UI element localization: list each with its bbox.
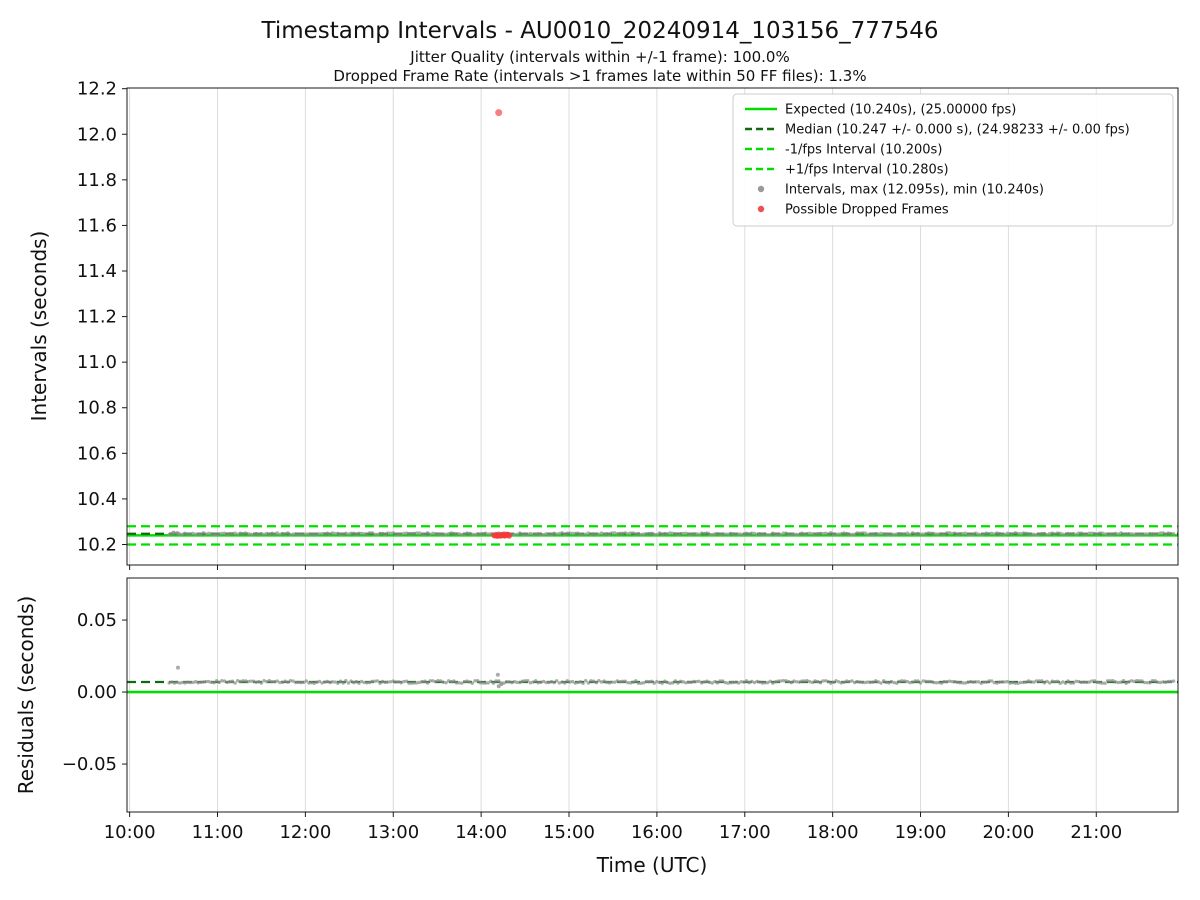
legend-label: +1/fps Interval (10.280s) bbox=[785, 163, 949, 178]
y-tick-label: 10.2 bbox=[77, 534, 117, 555]
residuals-subplot: −0.05 0.00 0.05 10:00 11:00 12:00 13:00 14:00 15… bbox=[62, 577, 1179, 843]
legend-entry: Possible Dropped Frames bbox=[757, 203, 949, 218]
y-tick-label: 11.0 bbox=[77, 352, 117, 373]
interval-points bbox=[167, 530, 1176, 537]
x-tick-label: 11:00 bbox=[192, 822, 244, 843]
legend-label: -1/fps Interval (10.200s) bbox=[785, 143, 942, 158]
legend-entry: Median (10.247 +/- 0.000 s), (24.98233 +… bbox=[745, 123, 1130, 138]
x-axis-label: Time (UTC) bbox=[596, 853, 708, 877]
legend-label: Median (10.247 +/- 0.000 s), (24.98233 +… bbox=[785, 123, 1130, 138]
chart-subtitle-jitter: Jitter Quality (intervals within +/-1 fr… bbox=[409, 48, 789, 66]
y-axis-label-residuals: Residuals (seconds) bbox=[14, 596, 38, 795]
y-tick-label: 11.2 bbox=[77, 307, 117, 328]
y-tick-label: 10.4 bbox=[77, 489, 117, 510]
y-axis-label-intervals: Intervals (seconds) bbox=[27, 231, 51, 422]
interval-points bbox=[167, 665, 1176, 689]
x-tick-label: 16:00 bbox=[631, 822, 683, 843]
dropped-frame-points bbox=[491, 109, 513, 539]
y-tick-label: 11.6 bbox=[77, 215, 117, 236]
x-ticks bbox=[129, 565, 1097, 570]
x-tick-label: 10:00 bbox=[104, 822, 156, 843]
y-tick-label: 12.2 bbox=[77, 79, 117, 100]
legend-box bbox=[732, 93, 1174, 227]
x-tick-label: 13:00 bbox=[367, 822, 419, 843]
x-tick-label: 18:00 bbox=[807, 822, 859, 843]
legend-entry: Intervals, max (12.095s), min (10.240s) bbox=[757, 183, 1044, 198]
x-tick-label: 21:00 bbox=[1070, 822, 1122, 843]
legend-entry: Expected (10.240s), (25.00000 fps) bbox=[745, 103, 1016, 118]
x-tick-label: 20:00 bbox=[982, 822, 1034, 843]
x-ticks bbox=[129, 812, 1097, 817]
x-tick-label: 15:00 bbox=[543, 822, 595, 843]
y-tick-label: 11.4 bbox=[77, 261, 117, 282]
chart-subtitle-dropped: Dropped Frame Rate (intervals >1 frames … bbox=[333, 67, 866, 85]
legend-label: Intervals, max (12.095s), min (10.240s) bbox=[785, 183, 1044, 198]
legend-entry: -1/fps Interval (10.200s) bbox=[745, 143, 942, 158]
chart-title: Timestamp Intervals - AU0010_20240914_10… bbox=[261, 18, 939, 44]
y-tick-label: −0.05 bbox=[62, 754, 117, 775]
y-tick-label: 0.05 bbox=[77, 610, 117, 631]
gridlines bbox=[129, 578, 1097, 812]
y-tick-label: 12.0 bbox=[77, 124, 117, 145]
y-ticks: −0.05 0.00 0.05 bbox=[62, 610, 127, 775]
axes-border bbox=[126, 577, 1179, 813]
y-tick-label: 10.8 bbox=[77, 398, 117, 419]
axes-border bbox=[126, 87, 1179, 566]
y-tick-label: 11.8 bbox=[77, 170, 117, 191]
x-tick-label: 14:00 bbox=[455, 822, 507, 843]
y-ticks: 10.2 10.4 10.6 10.8 11.0 11.2 11.4 11.6 11.8 12.0… bbox=[77, 79, 127, 555]
legend-label: Expected (10.240s), (25.00000 fps) bbox=[785, 103, 1016, 118]
legend-dot-sample bbox=[757, 205, 765, 213]
x-tick-label: 17:00 bbox=[719, 822, 771, 843]
x-tick-label: 12:00 bbox=[279, 822, 331, 843]
legend-dot-sample bbox=[757, 185, 765, 193]
y-tick-label: 10.6 bbox=[77, 443, 117, 464]
x-tick-label: 19:00 bbox=[895, 822, 947, 843]
y-tick-label: 0.00 bbox=[77, 682, 117, 703]
legend: Expected (10.240s), (25.00000 fps) Median… bbox=[732, 93, 1174, 227]
legend-entry: +1/fps Interval (10.280s) bbox=[745, 163, 949, 178]
x-tick-labels: 10:00 11:00 12:00 13:00 14:00 15:00 16:00 17:00… bbox=[104, 822, 1123, 843]
legend-label: Possible Dropped Frames bbox=[785, 203, 949, 218]
